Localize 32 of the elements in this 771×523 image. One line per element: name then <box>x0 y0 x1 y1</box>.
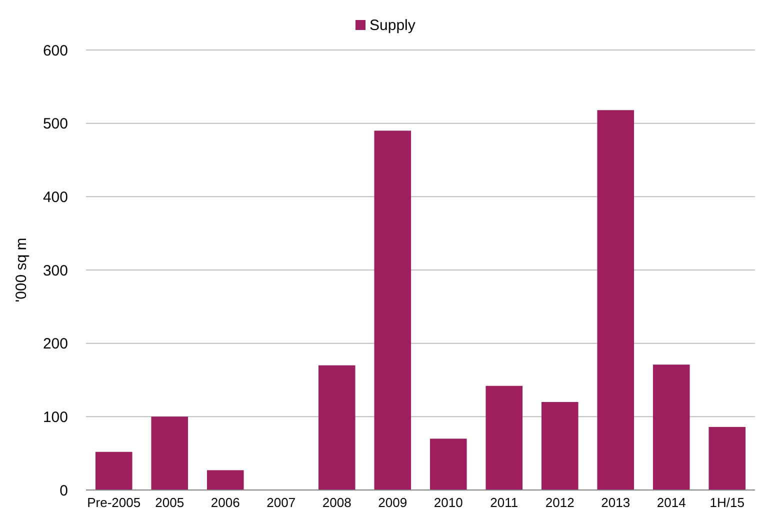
x-tick-label: 2012 <box>545 495 574 510</box>
x-tick-label: 2010 <box>434 495 463 510</box>
x-tick-label: 2013 <box>601 495 630 510</box>
x-tick-label: 2011 <box>490 495 518 510</box>
legend-label: Supply <box>370 17 416 34</box>
x-tick-label: 2014 <box>656 495 686 510</box>
bar <box>597 110 634 490</box>
bar <box>652 364 690 490</box>
x-tick-label: 1H/15 <box>710 495 744 510</box>
bar <box>318 365 356 490</box>
x-tick-label: 2008 <box>322 495 352 510</box>
bar <box>151 416 188 490</box>
x-tick-label: 2005 <box>155 495 184 510</box>
bar <box>541 402 578 490</box>
y-tick-label: 100 <box>42 408 68 426</box>
x-tick-label: 2009 <box>378 495 408 510</box>
x-tick-label: 2007 <box>266 495 296 510</box>
y-axis-title: '000 sq m <box>13 238 30 302</box>
y-tick-label: 600 <box>42 42 68 60</box>
bar <box>374 130 412 490</box>
y-tick-label: 400 <box>42 188 68 206</box>
x-tick-label: Pre-2005 <box>87 495 141 510</box>
bar <box>206 470 244 490</box>
y-tick-label: 0 <box>60 482 68 500</box>
y-tick-label: 500 <box>42 116 68 133</box>
bar <box>708 426 746 490</box>
bar <box>95 452 132 490</box>
x-tick-label: 2006 <box>210 495 240 510</box>
bar <box>430 438 467 490</box>
y-tick-label: 200 <box>42 336 68 353</box>
y-tick-label: 300 <box>42 262 68 280</box>
bar <box>486 386 523 490</box>
